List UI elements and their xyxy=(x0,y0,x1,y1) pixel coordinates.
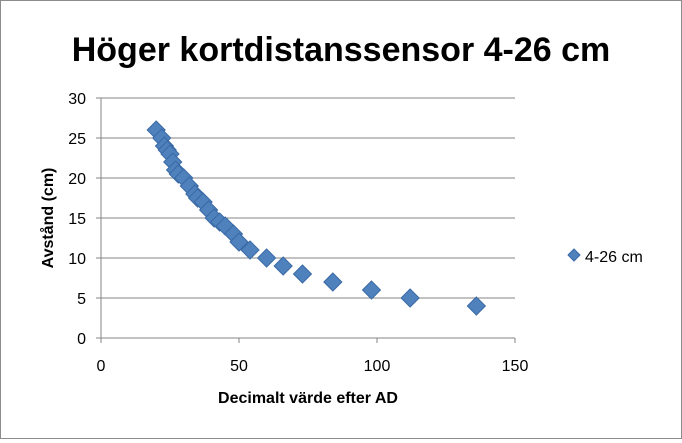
x-tick-label: 100 xyxy=(364,358,391,375)
data-point xyxy=(240,240,260,260)
y-tick-label: 25 xyxy=(68,131,86,148)
legend-marker xyxy=(567,248,581,262)
y-tick-labels: 0 5 10 15 20 25 30 xyxy=(68,91,101,348)
x-tick-labels: 0 50 100 150 xyxy=(97,338,529,375)
data-point xyxy=(256,248,277,268)
y-tick-label: 15 xyxy=(68,211,86,228)
x-tick-label: 0 xyxy=(97,358,106,375)
data-point xyxy=(466,296,487,316)
legend: 4-26 cm xyxy=(567,248,643,266)
x-tick-label: 50 xyxy=(230,358,248,375)
y-tick-label: 30 xyxy=(68,91,86,108)
y-tick-label: 10 xyxy=(68,251,86,268)
x-tick-label: 150 xyxy=(502,358,529,375)
data-point xyxy=(229,232,249,252)
x-axis-label: Decimalt värde efter AD xyxy=(218,390,398,407)
data-points xyxy=(146,120,487,316)
data-point xyxy=(273,256,293,276)
data-point xyxy=(323,272,343,292)
data-point xyxy=(361,280,382,300)
y-tick-label: 5 xyxy=(77,291,86,308)
y-tick-label: 20 xyxy=(68,171,86,188)
y-tick-label: 0 xyxy=(77,331,86,348)
data-point xyxy=(292,264,313,284)
y-axis-label: Avstånd (cm) xyxy=(39,168,57,269)
chart-title: Höger kortdistanssensor 4-26 cm xyxy=(72,31,611,69)
data-point xyxy=(400,288,420,308)
legend-label: 4-26 cm xyxy=(585,249,643,266)
